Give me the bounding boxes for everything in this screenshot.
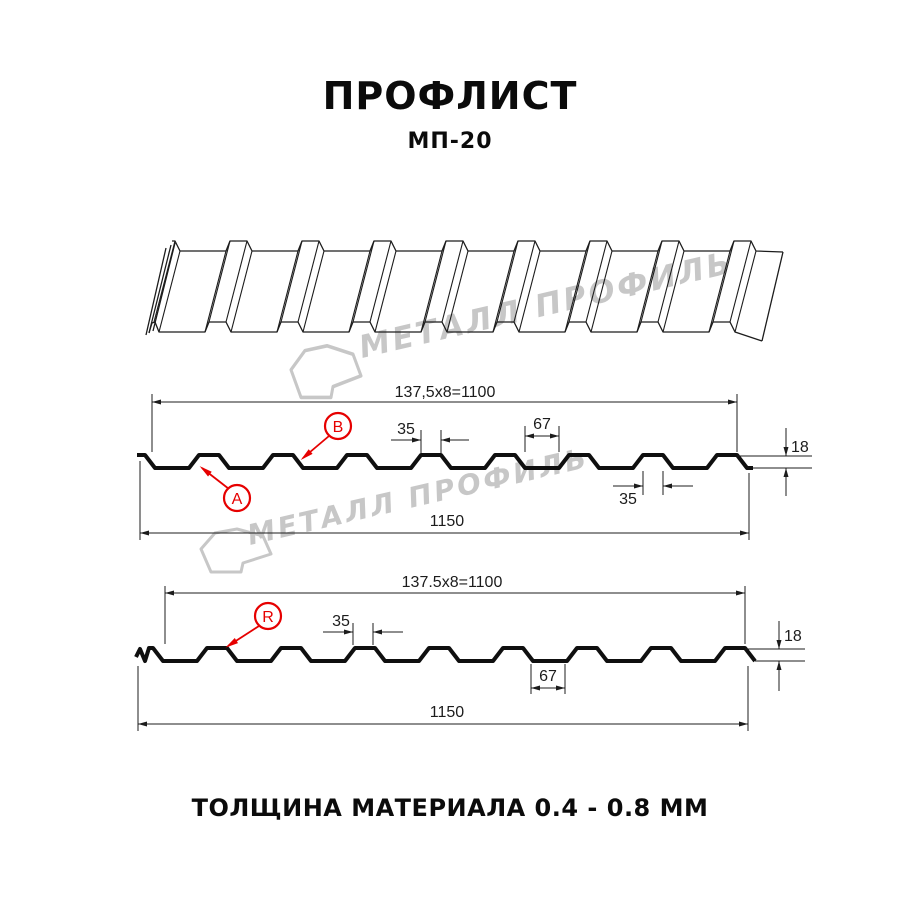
rib-wall-line [585,240,608,323]
valley-dimension-label: 67 [539,668,557,685]
cross-section-bottom-linework [134,586,805,731]
marker-arrowhead [300,449,313,460]
dim-arrowhead [152,399,161,405]
dim-arrowhead [783,447,789,456]
rib-bottom-dimension-label: 35 [619,491,637,508]
rib-wall-line [424,240,447,323]
sheet-left-edge [148,244,172,334]
height-dimension-label: 18 [791,439,809,456]
rib-wall-line [158,250,181,333]
rib-wall-line [225,240,248,323]
rib-wall-line [276,250,299,333]
marker-arrowhead [199,466,212,477]
rib-wall-line [369,240,392,323]
sheet-left-edge [152,242,176,332]
rib-wall-line [734,250,757,333]
watermark-text: МЕТАЛЛ ПРОФИЛЬ [356,245,737,366]
rib-wall-line [374,250,397,333]
rib-wall-line [492,250,515,333]
rib-wall-line [441,240,464,323]
rib-wall-line [657,240,680,323]
rib-wall-line [518,250,541,333]
watermark-lower: МЕТАЛЛ ПРОФИЛЬ [199,441,592,574]
dim-arrowhead [728,399,737,405]
marker-circle [222,483,252,513]
dim-arrowhead [531,685,540,691]
rib-wall-line [280,240,303,323]
dim-arrowhead [373,629,382,635]
sheet-far-edge [172,240,784,253]
cross-section-bottom-labels: 137.5x8=1100 35 67 18 1150 R [262,574,802,721]
overall-width-label: 1150 [430,513,465,530]
profile-outline-top-section [137,453,753,470]
dim-arrowhead [138,721,147,727]
dim-arrowhead [776,661,782,670]
sheet-left-edge [145,247,167,336]
dim-arrowhead [739,721,748,727]
page-subtitle: МП-20 [407,129,493,154]
marker-circle [253,601,283,631]
marker-b-letter: B [333,419,344,436]
rib-wall-line [352,240,375,323]
dim-arrowhead [140,530,149,536]
rib-wall-line [230,250,253,333]
marker-r-letter: R [262,609,274,626]
rib-wall-line [708,250,731,333]
rib-wall-line [564,250,587,333]
dim-arrowhead [783,468,789,477]
marker-a-letter: A [232,491,243,508]
rib-wall-line [153,240,176,323]
rib-wall-line [513,240,536,323]
rib-wall-line [204,250,227,333]
rib-wall-line [640,240,663,323]
marker-circle [323,411,353,441]
rib-wall-line [302,250,325,333]
dim-arrowhead [740,530,749,536]
dim-arrowhead [556,685,565,691]
span-dimension-label: 137.5x8=1100 [402,574,503,591]
rib-wall-line [420,250,443,333]
material-thickness-note: ТОЛЩИНА МАТЕРИАЛА 0.4 - 0.8 ММ [191,794,709,822]
dim-arrowhead [776,640,782,649]
rib-top-dimension-label: 35 [397,421,415,438]
dim-arrowhead [550,433,559,439]
rib-wall-line [590,250,613,333]
rib-wall-line [496,240,519,323]
metal-profile-logo-icon [289,343,363,400]
dim-arrowhead [441,437,450,443]
dim-arrowhead [525,433,534,439]
profile-outline-bottom-section [134,646,757,663]
rib-wall-line [662,250,685,333]
rib-wall-line [568,240,591,323]
span-dimension-label: 137,5x8=1100 [395,384,496,401]
dim-arrowhead [412,437,421,443]
sheet-3d-perspective-drawing [145,240,784,342]
sheet-right-edge [761,251,784,342]
overall-width-label: 1150 [430,704,465,721]
marker-arrowhead [225,638,239,648]
rib-wall-line [297,240,320,323]
rib-wall-line [348,250,371,333]
rib-wall-line [208,240,231,323]
dim-arrowhead [634,483,643,489]
dim-arrowhead [344,629,353,635]
dim-arrowhead [165,590,174,596]
cross-section-top-linework [137,394,812,540]
dim-arrowhead [663,483,672,489]
height-dimension-label: 18 [784,628,802,645]
rib-wall-line [636,250,659,333]
dim-arrowhead [736,590,745,596]
page-title: ПРОФЛИСТ [322,74,578,118]
rib-top-dimension-label: 35 [332,613,350,630]
cross-section-top-labels: 137,5x8=1100 35 67 35 18 1150 A B [232,384,809,530]
rib-wall-line [712,240,735,323]
valley-dimension-label: 67 [533,416,551,433]
rib-wall-line [729,240,752,323]
rib-wall-line [446,250,469,333]
